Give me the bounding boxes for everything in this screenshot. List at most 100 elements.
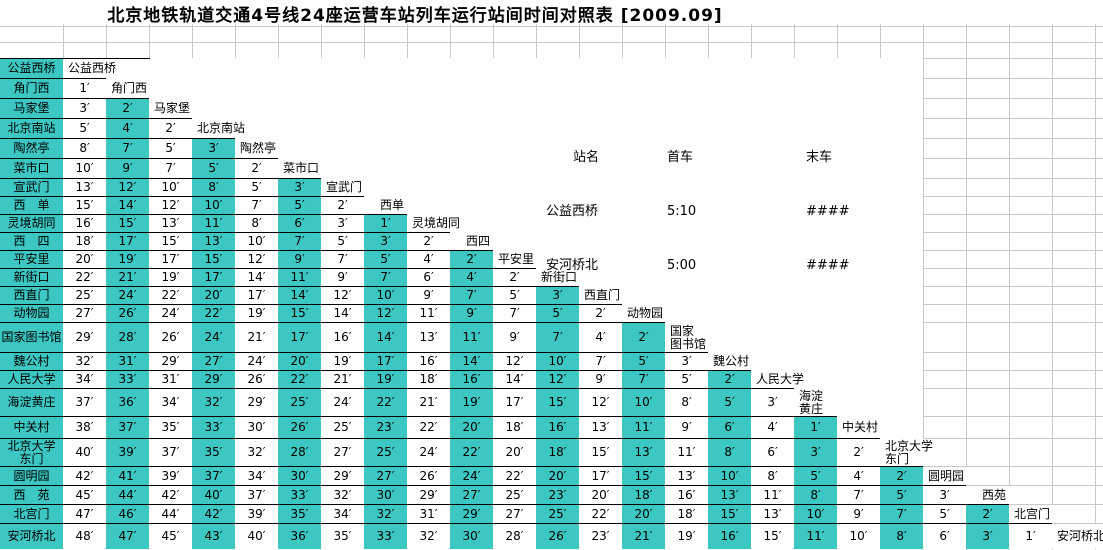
time-cell[interactable]: 16′ [450,371,493,388]
time-cell[interactable]: 48′ [63,524,106,549]
time-cell[interactable]: 18′ [63,233,106,250]
station-cell[interactable]: 安河桥北 [0,524,63,549]
diagonal-station-label[interactable]: 灵境胡同 [407,215,466,232]
time-cell[interactable]: 41′ [106,467,149,485]
time-cell[interactable]: 3′ [364,233,407,250]
time-cell[interactable]: 5′ [622,353,665,370]
time-cell[interactable]: 2′ [450,251,493,268]
time-cell[interactable]: 16′ [536,417,579,438]
diagonal-station-label[interactable]: 北宫门 [1009,505,1056,523]
time-cell[interactable]: 12′ [579,389,622,416]
time-cell[interactable]: 11′ [192,215,235,232]
time-cell[interactable]: 34′ [149,389,192,416]
station-cell[interactable]: 西 四 [0,233,63,250]
time-cell[interactable]: 4′ [751,417,794,438]
time-cell[interactable]: 20′ [63,251,106,268]
time-cell[interactable]: 13′ [622,439,665,466]
time-cell[interactable]: 44′ [149,505,192,523]
diagonal-station-label[interactable]: 西单 [364,197,410,214]
time-cell[interactable]: 46′ [106,505,149,523]
time-cell[interactable]: 34′ [321,505,364,523]
time-cell[interactable]: 29′ [63,323,106,352]
time-cell[interactable]: 5′ [364,251,407,268]
diagonal-station-label[interactable]: 西四 [450,233,496,250]
time-cell[interactable]: 2′ [880,467,923,485]
time-cell[interactable]: 10′ [708,467,751,485]
time-cell[interactable]: 27′ [192,353,235,370]
time-cell[interactable]: 1′ [794,417,837,438]
time-cell[interactable]: 24′ [106,287,149,304]
time-cell[interactable]: 15′ [751,524,794,549]
time-cell[interactable]: 31′ [106,353,149,370]
station-cell[interactable]: 西 苑 [0,486,63,504]
time-cell[interactable]: 35′ [321,524,364,549]
time-cell[interactable]: 5′ [665,371,708,388]
time-cell[interactable]: 3′ [192,139,235,158]
station-cell[interactable]: 海淀黄庄 [0,389,63,416]
time-cell[interactable]: 20′ [450,417,493,438]
time-cell[interactable]: 2′ [493,269,536,286]
time-cell[interactable]: 5′ [923,505,966,523]
time-cell[interactable]: 5′ [192,159,235,178]
time-cell[interactable]: 14′ [450,353,493,370]
time-cell[interactable]: 1′ [1009,524,1052,549]
time-cell[interactable]: 26′ [106,305,149,322]
time-cell[interactable]: 19′ [450,389,493,416]
time-cell[interactable]: 45′ [149,524,192,549]
schedule-first-train-cell[interactable]: 5:00 [667,258,697,273]
time-cell[interactable]: 7′ [579,353,622,370]
time-cell[interactable]: 3′ [278,179,321,196]
time-cell[interactable]: 3′ [63,99,106,118]
diagonal-station-label[interactable]: 安河桥北 [1052,524,1103,549]
time-cell[interactable]: 2′ [235,159,278,178]
time-cell[interactable]: 14′ [278,287,321,304]
time-cell[interactable]: 30′ [364,486,407,504]
time-cell[interactable]: 25′ [63,287,106,304]
time-cell[interactable]: 13′ [149,215,192,232]
time-cell[interactable]: 3′ [923,486,966,504]
time-cell[interactable]: 6′ [751,439,794,466]
time-cell[interactable]: 36′ [278,524,321,549]
time-cell[interactable]: 22′ [364,389,407,416]
time-cell[interactable]: 34′ [63,371,106,388]
station-cell[interactable]: 灵境胡同 [0,215,63,232]
time-cell[interactable]: 2′ [149,119,192,138]
time-cell[interactable]: 32′ [192,389,235,416]
time-cell[interactable]: 24′ [321,389,364,416]
time-cell[interactable]: 13′ [708,486,751,504]
time-cell[interactable]: 1′ [63,79,106,98]
time-cell[interactable]: 5′ [235,179,278,196]
station-cell[interactable]: 菜市口 [0,159,63,178]
time-cell[interactable]: 18′ [665,505,708,523]
time-cell[interactable]: 37′ [192,467,235,485]
time-cell[interactable]: 6′ [708,417,751,438]
diagonal-station-label[interactable]: 国家 图书馆 [665,323,712,352]
time-cell[interactable]: 35′ [149,417,192,438]
time-cell[interactable]: 9′ [450,305,493,322]
time-cell[interactable]: 17′ [149,251,192,268]
time-cell[interactable]: 4′ [579,323,622,352]
time-cell[interactable]: 7′ [837,486,880,504]
time-cell[interactable]: 12′ [106,179,149,196]
time-cell[interactable]: 44′ [106,486,149,504]
station-cell[interactable]: 马家堡 [0,99,63,118]
time-cell[interactable]: 2′ [837,439,880,466]
time-cell[interactable]: 19′ [106,251,149,268]
time-cell[interactable]: 19′ [364,371,407,388]
time-cell[interactable]: 30′ [278,467,321,485]
time-cell[interactable]: 2′ [579,305,622,322]
diagonal-station-label[interactable]: 角门西 [106,79,153,98]
time-cell[interactable]: 10′ [837,524,880,549]
time-cell[interactable]: 12′ [321,287,364,304]
time-cell[interactable]: 7′ [235,197,278,214]
time-cell[interactable]: 4′ [450,269,493,286]
time-cell[interactable]: 5′ [493,287,536,304]
time-cell[interactable]: 17′ [192,269,235,286]
time-cell[interactable]: 29′ [407,486,450,504]
schedule-last-train-cell[interactable]: #### [806,258,850,273]
time-cell[interactable]: 15′ [149,233,192,250]
time-cell[interactable]: 18′ [622,486,665,504]
time-cell[interactable]: 24′ [407,439,450,466]
time-cell[interactable]: 18′ [493,417,536,438]
diagonal-station-label[interactable]: 动物园 [622,305,669,322]
